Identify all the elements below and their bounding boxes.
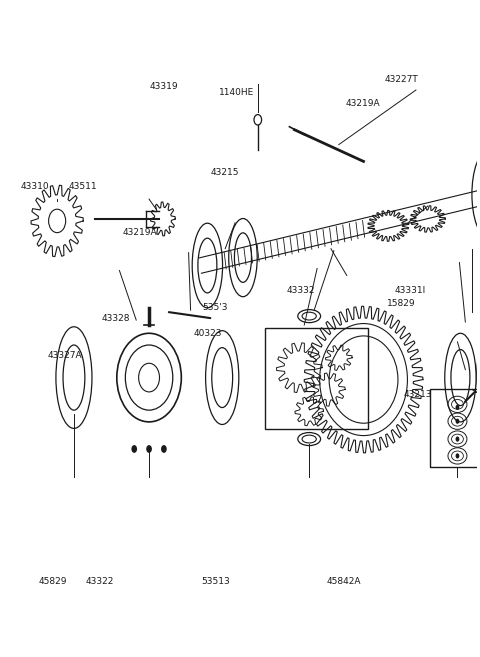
Circle shape	[161, 445, 167, 453]
Text: 45829: 45829	[38, 577, 67, 586]
Text: 43319: 43319	[150, 81, 179, 91]
Circle shape	[132, 445, 137, 453]
Text: 43327A: 43327A	[47, 351, 82, 360]
Text: 43331I: 43331I	[394, 286, 425, 295]
Text: 43328: 43328	[101, 314, 130, 323]
Text: 43511: 43511	[68, 182, 97, 191]
Text: 15829: 15829	[387, 299, 416, 308]
Circle shape	[456, 405, 459, 410]
Text: 535'3: 535'3	[203, 303, 228, 312]
Text: 43219A: 43219A	[123, 227, 157, 237]
Text: 43219A: 43219A	[346, 99, 381, 108]
Text: 43322: 43322	[86, 577, 114, 586]
Text: 40323: 40323	[193, 329, 222, 338]
Text: 43332: 43332	[287, 286, 315, 295]
Text: 43213: 43213	[404, 390, 432, 399]
Text: 1140HE: 1140HE	[219, 88, 254, 97]
Circle shape	[146, 445, 152, 453]
Text: 53513: 53513	[201, 577, 230, 586]
Text: 43215: 43215	[211, 168, 239, 177]
Bar	[264, 328, 369, 429]
Text: 43310: 43310	[21, 182, 49, 191]
Circle shape	[456, 453, 459, 459]
Circle shape	[456, 436, 459, 442]
Text: 45842A: 45842A	[326, 577, 360, 586]
Circle shape	[456, 419, 459, 424]
Text: 43227T: 43227T	[384, 75, 418, 84]
Bar	[430, 390, 480, 467]
